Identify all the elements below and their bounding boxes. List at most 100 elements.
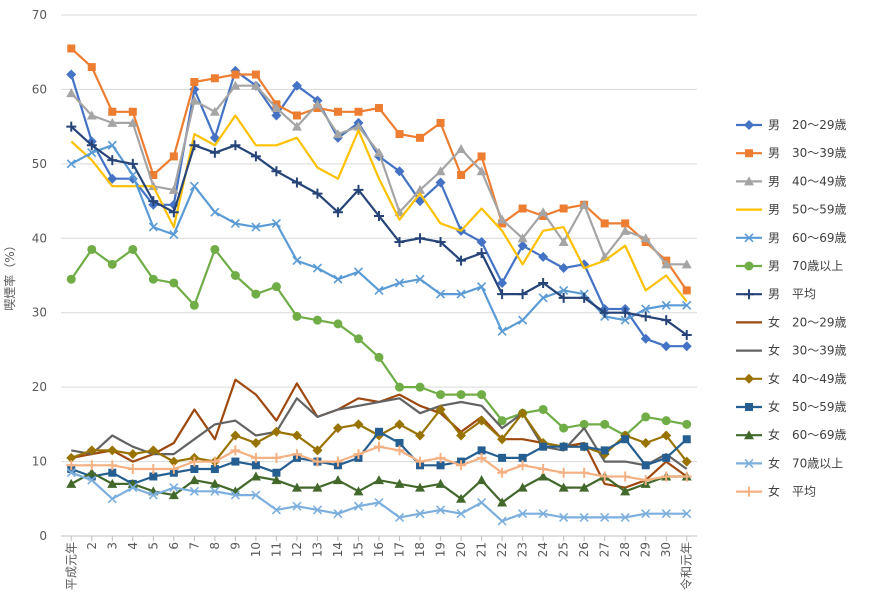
x-tick-label: 13	[310, 542, 324, 557]
data-point	[374, 210, 384, 221]
legend-label: 男 40〜49歳	[768, 174, 847, 188]
data-point	[149, 171, 158, 180]
data-point	[558, 482, 569, 492]
data-point	[620, 225, 631, 235]
data-point	[291, 449, 302, 460]
data-point	[558, 467, 569, 478]
data-point	[127, 117, 138, 127]
data-point	[558, 237, 569, 247]
data-point	[86, 467, 97, 477]
data-point	[353, 449, 364, 460]
data-point	[517, 240, 528, 251]
data-point	[682, 509, 692, 519]
data-point	[87, 63, 96, 72]
data-point	[497, 434, 508, 445]
data-point	[415, 233, 426, 244]
data-point	[251, 461, 260, 470]
data-point	[744, 289, 754, 300]
legend-label: 女 40〜49歳	[768, 371, 847, 386]
data-point	[456, 509, 466, 519]
data-point	[312, 482, 323, 492]
data-point	[250, 437, 261, 448]
data-point	[291, 482, 302, 492]
data-point	[457, 171, 466, 180]
data-point	[497, 277, 508, 288]
data-point	[681, 259, 692, 269]
x-tick-label: 14	[331, 542, 345, 557]
data-point	[230, 218, 240, 228]
data-point	[539, 442, 548, 451]
data-point	[271, 218, 281, 228]
data-point	[415, 382, 425, 392]
series-13	[66, 441, 692, 486]
data-point	[394, 237, 405, 248]
data-point	[620, 512, 630, 522]
data-point	[394, 278, 405, 288]
data-point	[661, 315, 672, 326]
data-point	[209, 147, 220, 158]
legend-label: 女 50〜59歳	[768, 399, 847, 414]
series-1	[67, 44, 691, 295]
data-point	[415, 274, 425, 284]
data-point	[251, 289, 261, 299]
data-point	[517, 233, 528, 243]
series-6	[66, 121, 692, 341]
data-point	[661, 416, 671, 426]
x-tick-label: 19	[434, 542, 448, 557]
data-point	[579, 467, 590, 478]
data-point	[745, 149, 753, 158]
data-point	[559, 285, 569, 295]
data-point	[497, 416, 507, 426]
data-point	[497, 289, 508, 300]
data-point	[353, 334, 363, 344]
x-tick-label: 20	[454, 542, 468, 557]
data-point	[312, 505, 323, 515]
data-point	[107, 494, 117, 504]
data-point	[332, 475, 343, 485]
data-point	[333, 319, 343, 329]
data-point	[66, 159, 76, 169]
data-point	[189, 300, 199, 310]
data-point	[250, 471, 261, 481]
data-point	[353, 486, 364, 496]
data-point	[435, 177, 446, 188]
data-point	[497, 214, 508, 224]
data-point	[107, 478, 118, 488]
x-tick-label: 4	[126, 542, 140, 550]
data-point	[312, 445, 323, 456]
data-point	[579, 419, 589, 429]
legend-label: 女 平均	[768, 484, 816, 499]
x-tick-label: 9	[228, 542, 242, 550]
data-point	[127, 464, 138, 475]
legend-label: 男 70歳以上	[768, 259, 843, 273]
data-point	[312, 99, 323, 109]
y-tick-label: 60	[32, 82, 47, 96]
data-point	[518, 204, 527, 213]
data-point	[456, 493, 467, 503]
data-point	[456, 460, 467, 471]
data-point	[107, 259, 117, 269]
x-tick-label: 10	[249, 542, 263, 557]
legend-item: 女 30〜39歳	[736, 343, 847, 358]
data-point	[395, 382, 405, 392]
data-point	[87, 475, 97, 485]
data-point	[374, 147, 384, 157]
x-tick-label: 21	[475, 542, 489, 557]
data-point	[538, 277, 549, 288]
data-point	[250, 151, 261, 162]
data-point	[127, 158, 138, 169]
legend-label: 男 50〜59歳	[768, 203, 847, 217]
x-tick-label: 3	[105, 542, 119, 550]
data-point	[209, 106, 220, 116]
data-point	[66, 452, 77, 463]
data-point	[579, 292, 590, 303]
data-point	[168, 464, 179, 475]
data-point	[108, 107, 117, 116]
data-point	[744, 120, 754, 130]
data-point	[498, 453, 507, 462]
data-point	[230, 490, 240, 500]
x-tick-label: 17	[393, 542, 407, 557]
x-tick-label: 30	[659, 542, 673, 557]
x-tick-label: 26	[577, 542, 591, 557]
data-point	[599, 471, 610, 482]
